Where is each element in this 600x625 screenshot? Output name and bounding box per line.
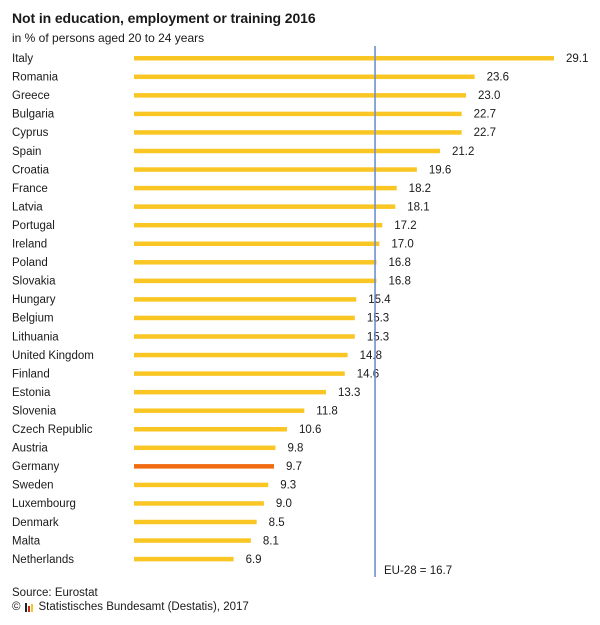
source-note: Source: Eurostat	[12, 587, 98, 599]
category-label: Netherlands	[12, 554, 74, 566]
category-label: Czech Republic	[12, 424, 93, 436]
bar	[134, 278, 377, 284]
category-label: France	[12, 183, 48, 195]
category-label: Denmark	[12, 517, 59, 529]
category-label: Sweden	[12, 480, 54, 492]
chart-subtitle: in % of persons aged 20 to 24 years	[12, 31, 205, 45]
value-label: 14.6	[357, 368, 379, 380]
category-label: United Kingdom	[12, 350, 94, 362]
value-label: 11.8	[316, 405, 338, 417]
publisher-text: Statistisches Bundesamt (Destatis), 2017	[38, 601, 249, 613]
value-label: 23.0	[478, 90, 500, 102]
category-label: Italy	[12, 53, 33, 65]
value-label: 22.7	[474, 127, 496, 139]
category-label: Slovenia	[12, 405, 57, 417]
category-label: Luxembourg	[12, 498, 76, 510]
category-label: Ireland	[12, 239, 47, 251]
bar	[134, 482, 269, 488]
category-label: Slovakia	[12, 276, 56, 288]
value-label: 15.4	[368, 294, 391, 306]
bar	[134, 464, 274, 469]
bar	[134, 519, 257, 525]
copyright-symbol: ©	[12, 601, 21, 613]
value-label: 10.6	[299, 424, 321, 436]
value-label: 15.3	[367, 331, 389, 343]
bar	[134, 260, 377, 265]
category-label: Portugal	[12, 220, 55, 232]
bar	[134, 93, 466, 98]
value-label: 22.7	[474, 109, 496, 121]
bar	[134, 130, 462, 135]
value-label: 16.8	[388, 257, 410, 269]
copyright-line: © Statistisches Bundesamt (Destatis), 20…	[12, 601, 249, 613]
category-label: Belgium	[12, 313, 54, 325]
bar	[134, 241, 380, 246]
value-label: 29.1	[566, 53, 588, 65]
category-label: Austria	[12, 443, 48, 455]
category-label: Spain	[12, 146, 41, 158]
bar	[134, 111, 462, 117]
bar	[134, 222, 383, 228]
chart-title: Not in education, employment or training…	[12, 10, 316, 26]
value-label: 23.6	[487, 72, 509, 84]
bar	[134, 352, 348, 358]
bar	[134, 408, 305, 413]
category-label: Lithuania	[12, 331, 59, 343]
category-label: Cyprus	[12, 127, 49, 139]
value-label: 19.6	[429, 164, 451, 176]
value-label: 8.5	[269, 517, 285, 529]
value-label: 6.9	[246, 554, 262, 566]
category-label: Latvia	[12, 201, 43, 213]
eu-average-label: EU-28 = 16.7	[384, 565, 452, 577]
category-label: Poland	[12, 257, 48, 269]
bar	[134, 445, 276, 451]
category-label: Romania	[12, 72, 59, 84]
bar	[134, 427, 287, 432]
value-label: 17.0	[391, 239, 413, 251]
bar	[134, 167, 417, 172]
bar	[134, 56, 554, 61]
value-label: 9.3	[280, 480, 296, 492]
bar	[134, 389, 326, 395]
value-label: 9.0	[276, 498, 292, 510]
value-label: 15.3	[367, 313, 389, 325]
value-label: 16.8	[388, 276, 410, 288]
category-label: Malta	[12, 535, 41, 547]
value-label: 21.2	[452, 146, 474, 158]
value-label: 9.8	[287, 443, 303, 455]
category-label: Finland	[12, 368, 50, 380]
value-label: 18.1	[407, 201, 429, 213]
bar	[134, 297, 357, 302]
value-label: 17.2	[394, 220, 416, 232]
bar	[134, 315, 355, 321]
category-label: Germany	[12, 461, 60, 473]
category-label: Greece	[12, 90, 50, 102]
value-label: 18.2	[409, 183, 431, 195]
category-label: Estonia	[12, 387, 51, 399]
bar	[134, 538, 251, 543]
category-label: Croatia	[12, 164, 50, 176]
category-label: Bulgaria	[12, 109, 55, 121]
value-label: 13.3	[338, 387, 360, 399]
bar	[134, 148, 440, 154]
bar	[134, 74, 475, 80]
value-label: 9.7	[286, 461, 302, 473]
bar	[134, 204, 396, 209]
category-label: Hungary	[12, 294, 56, 306]
bar	[134, 185, 397, 191]
value-label: 8.1	[263, 535, 279, 547]
bar	[134, 556, 234, 562]
bar	[134, 501, 264, 506]
value-label: 14.8	[360, 350, 382, 362]
destatis-logo-icon	[25, 602, 34, 612]
bar	[134, 371, 345, 376]
bar	[134, 334, 355, 339]
